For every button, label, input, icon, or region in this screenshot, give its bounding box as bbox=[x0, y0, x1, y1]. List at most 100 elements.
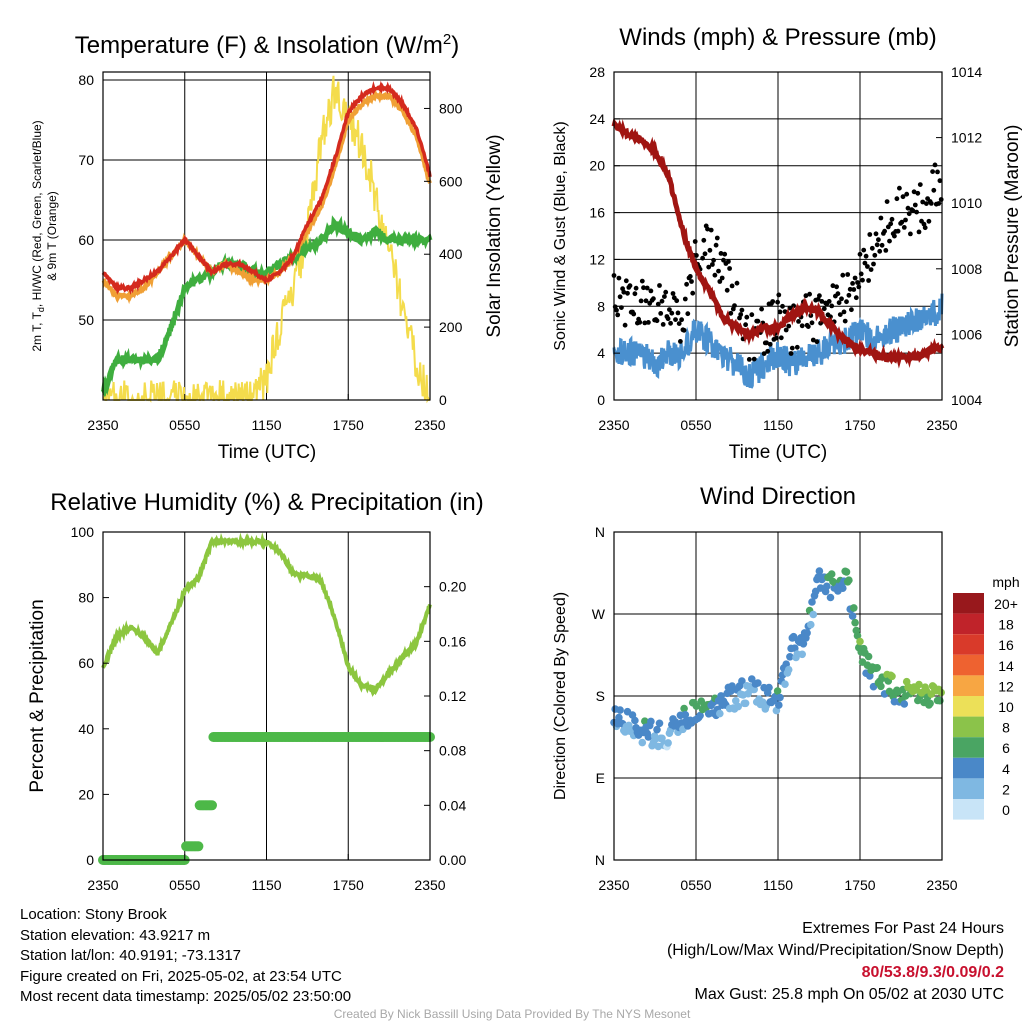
gust-point bbox=[658, 311, 664, 316]
gust-point bbox=[808, 313, 814, 318]
direction-series bbox=[610, 567, 945, 751]
gust-point bbox=[710, 262, 715, 267]
gust-point bbox=[674, 298, 680, 304]
humidity-y-tick-label: 100 bbox=[71, 524, 95, 540]
humidity-series bbox=[98, 532, 435, 865]
gust-point bbox=[842, 318, 848, 324]
humidity-x-tick-label: 2350 bbox=[414, 877, 445, 893]
gust-point bbox=[860, 277, 865, 283]
gust-point bbox=[869, 245, 875, 251]
direction-point bbox=[732, 697, 740, 705]
gust-point bbox=[871, 261, 876, 267]
gust-point bbox=[846, 292, 852, 298]
humidity-y-tick-label: 80 bbox=[78, 590, 94, 606]
gust-point bbox=[637, 319, 643, 325]
gust-point bbox=[770, 299, 776, 304]
gust-point bbox=[900, 194, 906, 200]
gust-point bbox=[673, 317, 678, 322]
gust-point bbox=[836, 300, 842, 306]
direction-axes: 2350 0550 1150 1750 2350 N E S W N bbox=[592, 524, 958, 893]
gust-point bbox=[746, 357, 752, 362]
gust-point bbox=[826, 299, 832, 304]
winds-y2-tick-label: 1008 bbox=[951, 261, 982, 277]
direction-point bbox=[888, 672, 896, 681]
legend-swatch bbox=[953, 757, 984, 779]
gust-point bbox=[844, 299, 849, 305]
gust-point bbox=[654, 318, 660, 324]
extremes-title: Extremes For Past 24 Hours bbox=[802, 920, 1004, 937]
gust-point bbox=[667, 307, 672, 312]
gust-point bbox=[807, 291, 812, 297]
gust-point bbox=[726, 259, 731, 264]
gust-point bbox=[884, 199, 890, 205]
gust-point bbox=[922, 225, 928, 231]
gust-point bbox=[796, 319, 801, 324]
direction-point bbox=[716, 709, 724, 718]
temperature-x-tick-label: 2350 bbox=[87, 417, 118, 433]
legend-swatch bbox=[953, 696, 984, 717]
gust-point bbox=[643, 298, 649, 304]
gust-point bbox=[632, 291, 638, 297]
legend-label: 18 bbox=[998, 617, 1014, 633]
gust-point bbox=[692, 239, 698, 244]
gust-point bbox=[916, 229, 922, 235]
humidity-panel: Relative Humidity (%) & Precipitation (i… bbox=[27, 489, 484, 893]
gust-point bbox=[727, 266, 732, 271]
gust-point bbox=[705, 226, 710, 232]
direction-point bbox=[851, 618, 859, 627]
gust-point bbox=[866, 278, 871, 283]
direction-point bbox=[773, 687, 782, 695]
humidity-gridlines bbox=[102, 532, 431, 860]
legend-swatch bbox=[953, 716, 984, 738]
gust-point bbox=[743, 322, 748, 328]
legend-swatch bbox=[953, 593, 984, 614]
direction-point bbox=[655, 719, 664, 728]
gust-point bbox=[706, 264, 712, 270]
legend-label: 20+ bbox=[994, 596, 1018, 612]
gust-point bbox=[641, 285, 646, 291]
gust-point bbox=[675, 310, 681, 316]
gust-point bbox=[817, 293, 822, 299]
legend-label: 8 bbox=[1002, 720, 1010, 736]
gust-point bbox=[759, 306, 764, 312]
direction-point bbox=[850, 604, 858, 612]
temperature-x-tick-label: 2350 bbox=[414, 417, 445, 433]
gust-point bbox=[928, 201, 934, 206]
direction-point bbox=[641, 717, 649, 725]
direction-point bbox=[866, 672, 874, 680]
created-text: Figure created on Fri, 2025-05-02, at 23… bbox=[20, 967, 342, 985]
gust-point bbox=[809, 320, 815, 326]
gust-point bbox=[895, 228, 901, 234]
direction-point bbox=[781, 680, 789, 688]
temperature-y2-tick-label: 600 bbox=[439, 173, 463, 189]
gust-point bbox=[872, 252, 878, 258]
winds-y-tick-label: 8 bbox=[597, 298, 605, 314]
direction-point bbox=[658, 734, 666, 743]
direction-point bbox=[864, 652, 873, 661]
gust-point bbox=[791, 303, 796, 309]
gust-point bbox=[719, 275, 725, 281]
gust-point bbox=[655, 301, 661, 307]
gust-point bbox=[903, 217, 908, 223]
direction-point bbox=[815, 567, 824, 575]
direction-title: Wind Direction bbox=[700, 483, 856, 510]
gust-point bbox=[853, 295, 859, 301]
direction-x-tick-label: 0550 bbox=[680, 877, 711, 893]
gust-point bbox=[684, 281, 689, 287]
winds-x-axis-label: Time (UTC) bbox=[729, 442, 828, 463]
direction-point bbox=[826, 593, 835, 602]
winds-y-tick-label: 28 bbox=[589, 64, 605, 80]
direction-point bbox=[647, 717, 655, 726]
gust-point bbox=[681, 327, 687, 333]
gust-point bbox=[799, 323, 805, 329]
gust-point bbox=[623, 278, 629, 284]
sonic-wind-line bbox=[612, 293, 944, 389]
extremes-block: Extremes For Past 24 Hours (High/Low/Max… bbox=[667, 918, 1004, 1006]
direction-point bbox=[803, 629, 811, 637]
humidity-y2-tick-label: 0.20 bbox=[439, 579, 466, 595]
gust-point bbox=[755, 318, 761, 324]
legend-swatch bbox=[953, 654, 984, 676]
gust-point bbox=[619, 305, 624, 310]
gust-point bbox=[856, 284, 862, 290]
humidity-title: Relative Humidity (%) & Precipitation (i… bbox=[50, 489, 483, 516]
